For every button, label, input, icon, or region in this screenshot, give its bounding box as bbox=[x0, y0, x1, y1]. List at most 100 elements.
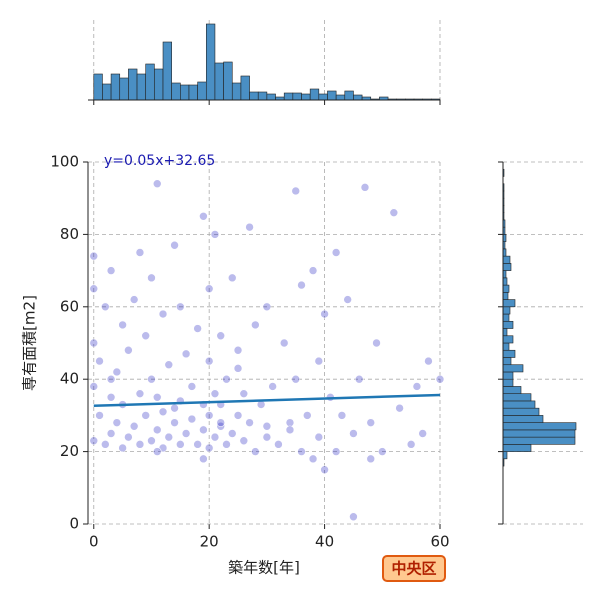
point bbox=[262, 302, 272, 312]
hist-bar bbox=[257, 91, 268, 101]
point bbox=[412, 382, 422, 391]
hist-bar bbox=[502, 364, 524, 373]
point bbox=[233, 364, 243, 373]
y-tick-label: 20 bbox=[60, 442, 79, 460]
point bbox=[366, 454, 376, 464]
point bbox=[129, 295, 139, 304]
hist-bar bbox=[128, 68, 138, 101]
hist-bar bbox=[502, 342, 510, 351]
hist-bar bbox=[102, 83, 112, 101]
hist-bar bbox=[502, 415, 544, 423]
hist-bar bbox=[205, 23, 216, 101]
point bbox=[193, 440, 202, 449]
point bbox=[147, 273, 156, 283]
point bbox=[239, 436, 249, 446]
hist-bar bbox=[502, 436, 576, 445]
hist-bar bbox=[502, 349, 516, 358]
hist-bar bbox=[136, 73, 147, 101]
fit-label: y=0.05x+32.65 bbox=[104, 153, 215, 169]
point bbox=[164, 360, 174, 370]
hist-bar bbox=[502, 263, 512, 271]
point bbox=[222, 440, 231, 449]
y-tick-label: 100 bbox=[50, 153, 79, 171]
hist-bar bbox=[502, 255, 511, 264]
point bbox=[233, 345, 243, 355]
y-tick-label: 80 bbox=[60, 225, 79, 243]
hist-bar bbox=[502, 400, 536, 409]
point bbox=[331, 447, 341, 456]
point bbox=[187, 414, 197, 424]
point bbox=[251, 447, 260, 456]
point bbox=[89, 251, 99, 261]
point bbox=[118, 443, 127, 453]
hist-bar bbox=[502, 284, 510, 293]
point bbox=[95, 411, 104, 420]
point bbox=[106, 374, 116, 384]
point bbox=[389, 208, 399, 217]
point bbox=[118, 320, 127, 330]
point bbox=[204, 443, 214, 453]
point bbox=[297, 447, 306, 456]
point bbox=[199, 212, 208, 221]
hist-bar bbox=[502, 393, 532, 402]
hist-bar bbox=[502, 328, 508, 337]
y-tick-label: 0 bbox=[69, 515, 79, 533]
point bbox=[89, 284, 99, 294]
hist-bar bbox=[502, 451, 508, 460]
point bbox=[158, 309, 168, 319]
point bbox=[418, 429, 427, 438]
hist-bar bbox=[353, 94, 363, 101]
point bbox=[164, 432, 174, 442]
hist-bar bbox=[327, 90, 337, 101]
point bbox=[216, 418, 226, 427]
point bbox=[337, 411, 347, 420]
point bbox=[193, 324, 202, 333]
point bbox=[216, 331, 226, 341]
hist-bar bbox=[502, 292, 509, 300]
hist-bar bbox=[93, 73, 103, 101]
hist-bar bbox=[266, 93, 276, 101]
y-tick-label: 40 bbox=[60, 370, 79, 388]
badge: 中央区 bbox=[391, 560, 436, 578]
point bbox=[106, 266, 116, 275]
x-tick-label: 60 bbox=[430, 533, 449, 551]
point bbox=[152, 179, 162, 189]
hist-bar bbox=[231, 82, 242, 101]
point bbox=[199, 454, 208, 464]
point bbox=[135, 248, 145, 257]
point bbox=[170, 403, 179, 413]
point bbox=[176, 440, 185, 449]
point bbox=[170, 240, 179, 250]
hist-bar bbox=[301, 93, 311, 101]
y-axis-label: 専有面積[m2] bbox=[21, 295, 39, 391]
point bbox=[274, 440, 283, 449]
hist-bar bbox=[502, 422, 577, 431]
point bbox=[204, 356, 214, 366]
point bbox=[204, 411, 214, 420]
point bbox=[124, 345, 133, 355]
hist-bar bbox=[240, 75, 250, 101]
point bbox=[135, 440, 145, 449]
y-tick-label: 60 bbox=[60, 297, 79, 315]
point bbox=[354, 374, 364, 384]
point bbox=[129, 421, 139, 431]
hist-bar bbox=[292, 92, 302, 101]
x-tick-label: 0 bbox=[89, 533, 99, 551]
hist-bar bbox=[145, 63, 155, 101]
point bbox=[233, 411, 243, 420]
x-tick-label: 20 bbox=[200, 533, 219, 551]
point bbox=[245, 418, 254, 427]
point bbox=[302, 411, 312, 420]
hist-bar bbox=[119, 77, 129, 101]
point bbox=[279, 338, 289, 348]
hist-bar bbox=[502, 371, 514, 380]
point bbox=[251, 320, 260, 330]
hist-bar bbox=[502, 378, 514, 387]
hist-bar bbox=[283, 92, 294, 101]
hist-bar bbox=[197, 81, 207, 101]
point bbox=[291, 186, 301, 196]
point bbox=[141, 331, 151, 341]
point bbox=[199, 425, 208, 435]
point bbox=[285, 425, 295, 435]
hist-bar bbox=[502, 444, 532, 452]
